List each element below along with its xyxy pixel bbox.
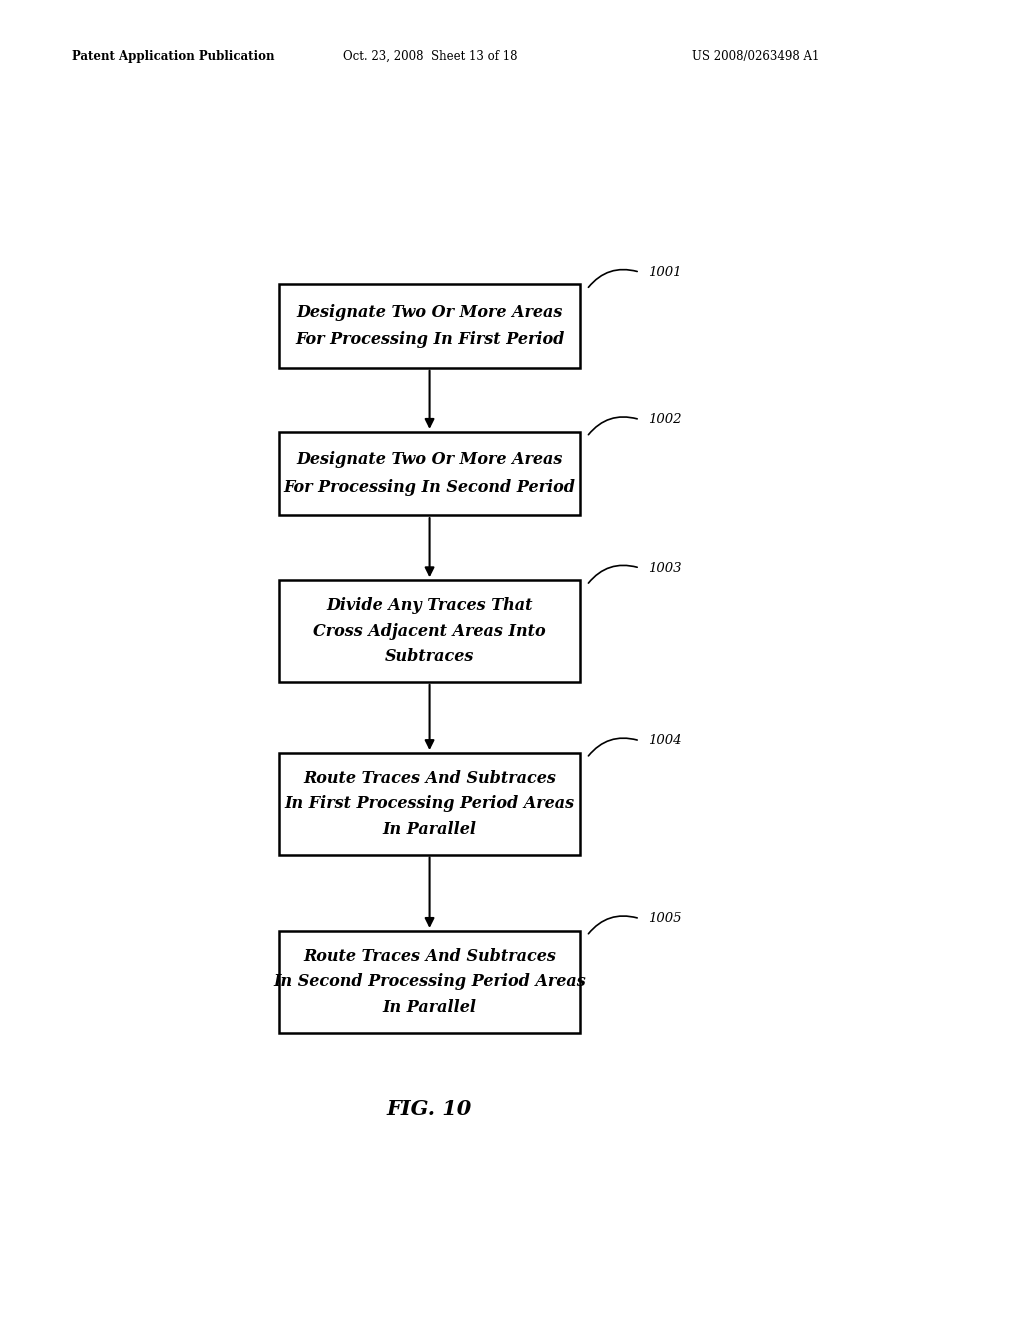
Bar bbox=[279, 752, 581, 854]
Text: Cross Adjacent Areas Into: Cross Adjacent Areas Into bbox=[313, 623, 546, 639]
Bar bbox=[279, 432, 581, 515]
Text: 1004: 1004 bbox=[648, 734, 681, 747]
Text: 1002: 1002 bbox=[648, 413, 681, 426]
Text: Designate Two Or More Areas: Designate Two Or More Areas bbox=[296, 451, 563, 469]
Text: In First Processing Period Areas: In First Processing Period Areas bbox=[285, 796, 574, 812]
Text: FIG. 10: FIG. 10 bbox=[387, 1098, 472, 1119]
Text: In Parallel: In Parallel bbox=[383, 999, 476, 1015]
Text: For Processing In Second Period: For Processing In Second Period bbox=[284, 479, 575, 496]
Text: In Parallel: In Parallel bbox=[383, 821, 476, 838]
Bar bbox=[279, 284, 581, 368]
Text: For Processing In First Period: For Processing In First Period bbox=[295, 331, 564, 348]
Text: Patent Application Publication: Patent Application Publication bbox=[72, 50, 274, 63]
Text: Oct. 23, 2008  Sheet 13 of 18: Oct. 23, 2008 Sheet 13 of 18 bbox=[343, 50, 517, 63]
Bar bbox=[279, 581, 581, 682]
Text: 1005: 1005 bbox=[648, 912, 681, 925]
Text: Designate Two Or More Areas: Designate Two Or More Areas bbox=[296, 304, 563, 321]
Text: In Second Processing Period Areas: In Second Processing Period Areas bbox=[273, 973, 586, 990]
Text: Route Traces And Subtraces: Route Traces And Subtraces bbox=[303, 770, 556, 787]
Text: Subtraces: Subtraces bbox=[385, 648, 474, 665]
Text: 1003: 1003 bbox=[648, 561, 681, 574]
Text: Divide Any Traces That: Divide Any Traces That bbox=[327, 597, 532, 614]
Bar bbox=[279, 931, 581, 1032]
Text: US 2008/0263498 A1: US 2008/0263498 A1 bbox=[692, 50, 819, 63]
Text: Route Traces And Subtraces: Route Traces And Subtraces bbox=[303, 948, 556, 965]
Text: 1001: 1001 bbox=[648, 265, 681, 279]
